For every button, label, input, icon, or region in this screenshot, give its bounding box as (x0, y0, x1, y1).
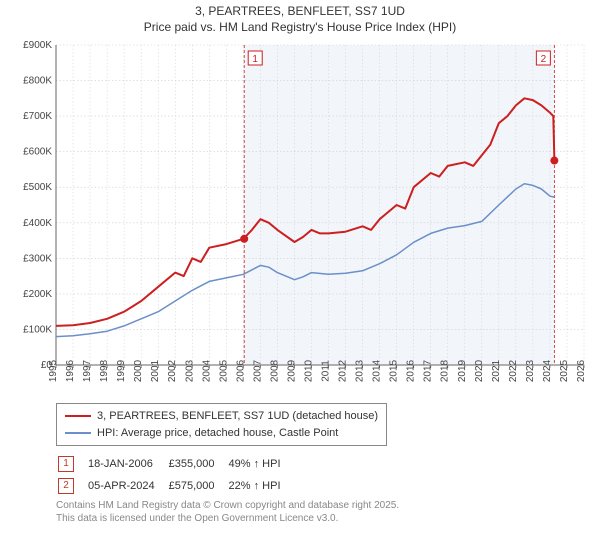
svg-text:2006: 2006 (235, 360, 246, 383)
svg-text:1998: 1998 (99, 360, 110, 383)
svg-text:2023: 2023 (525, 360, 536, 383)
sale-marker-icon: 2 (58, 478, 74, 494)
title-subtitle: Price paid vs. HM Land Registry's House … (6, 20, 594, 36)
svg-text:£400K: £400K (23, 218, 52, 229)
svg-text:2018: 2018 (440, 360, 451, 383)
svg-text:£100K: £100K (23, 325, 52, 336)
svg-text:2014: 2014 (372, 360, 383, 383)
svg-text:2008: 2008 (269, 360, 280, 383)
svg-text:2015: 2015 (389, 360, 400, 383)
svg-text:2010: 2010 (303, 360, 314, 383)
sale-marker-icon: 1 (58, 456, 74, 472)
price-chart: £0£100K£200K£300K£400K£500K£600K£700K£80… (6, 39, 590, 399)
svg-text:2024: 2024 (542, 360, 553, 383)
footer-line1: Contains HM Land Registry data © Crown c… (56, 500, 594, 513)
legend-label-1: 3, PEARTREES, BENFLEET, SS7 1UD (detache… (97, 408, 378, 425)
svg-text:£700K: £700K (23, 111, 52, 122)
svg-text:2026: 2026 (576, 360, 587, 383)
sales-table: 1 18-JAN-2006£355,00049% ↑ HPI 2 05-APR-202… (56, 452, 295, 498)
svg-text:2013: 2013 (355, 360, 366, 383)
svg-text:1999: 1999 (116, 360, 127, 383)
svg-text:2001: 2001 (150, 360, 161, 383)
sale-row: 2 05-APR-2024£575,00022% ↑ HPI (58, 476, 293, 496)
sale-row: 1 18-JAN-2006£355,00049% ↑ HPI (58, 454, 293, 474)
svg-text:2009: 2009 (286, 360, 297, 383)
svg-text:£600K: £600K (23, 147, 52, 158)
svg-text:£900K: £900K (23, 40, 52, 51)
svg-text:2003: 2003 (184, 360, 195, 383)
footer: Contains HM Land Registry data © Crown c… (56, 500, 594, 525)
svg-text:1995: 1995 (48, 360, 59, 383)
svg-text:£300K: £300K (23, 254, 52, 265)
svg-text:1: 1 (252, 54, 258, 65)
sale-price: £575,000 (169, 476, 227, 496)
footer-line2: This data is licensed under the Open Gov… (56, 513, 594, 526)
svg-text:2011: 2011 (321, 360, 332, 382)
svg-text:2025: 2025 (559, 360, 570, 383)
svg-text:2005: 2005 (218, 360, 229, 383)
svg-text:2017: 2017 (423, 360, 434, 383)
legend-swatch-1 (65, 415, 91, 417)
legend-swatch-2 (65, 432, 91, 434)
svg-text:1997: 1997 (82, 360, 93, 383)
legend: 3, PEARTREES, BENFLEET, SS7 1UD (detache… (56, 403, 387, 446)
svg-text:1996: 1996 (65, 360, 76, 383)
sale-delta: 22% ↑ HPI (229, 476, 293, 496)
svg-text:£500K: £500K (23, 182, 52, 193)
svg-text:2022: 2022 (508, 360, 519, 383)
svg-text:2007: 2007 (252, 360, 263, 383)
svg-text:2021: 2021 (491, 360, 502, 383)
sale-delta: 49% ↑ HPI (229, 454, 293, 474)
svg-text:2012: 2012 (338, 360, 349, 383)
sale-date: 18-JAN-2006 (88, 454, 167, 474)
title-address: 3, PEARTREES, BENFLEET, SS7 1UD (6, 4, 594, 20)
svg-text:2002: 2002 (167, 360, 178, 383)
svg-text:2004: 2004 (201, 360, 212, 383)
svg-text:2020: 2020 (474, 360, 485, 383)
svg-text:£800K: £800K (23, 76, 52, 87)
legend-label-2: HPI: Average price, detached house, Cast… (97, 425, 338, 442)
svg-text:2016: 2016 (406, 360, 417, 383)
svg-text:2019: 2019 (457, 360, 468, 383)
svg-text:2000: 2000 (133, 360, 144, 383)
svg-text:2: 2 (541, 54, 547, 65)
sale-date: 05-APR-2024 (88, 476, 167, 496)
svg-text:£200K: £200K (23, 289, 52, 300)
sale-price: £355,000 (169, 454, 227, 474)
